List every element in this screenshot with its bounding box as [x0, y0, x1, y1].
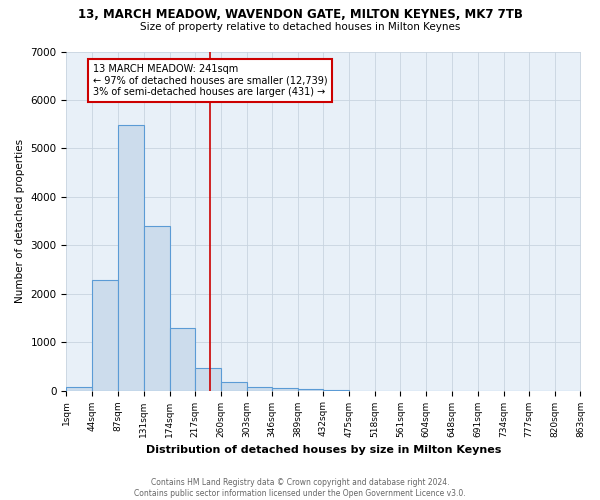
Bar	[247, 386, 272, 390]
Bar	[221, 382, 247, 390]
Bar	[195, 368, 221, 390]
Bar	[118, 125, 144, 390]
Bar	[144, 226, 170, 390]
Bar	[170, 328, 195, 390]
Bar	[92, 280, 118, 390]
Bar	[272, 388, 298, 390]
Text: 13, MARCH MEADOW, WAVENDON GATE, MILTON KEYNES, MK7 7TB: 13, MARCH MEADOW, WAVENDON GATE, MILTON …	[77, 8, 523, 20]
X-axis label: Distribution of detached houses by size in Milton Keynes: Distribution of detached houses by size …	[146, 445, 501, 455]
Bar	[67, 387, 92, 390]
Text: 13 MARCH MEADOW: 241sqm
← 97% of detached houses are smaller (12,739)
3% of semi: 13 MARCH MEADOW: 241sqm ← 97% of detache…	[92, 64, 327, 97]
Y-axis label: Number of detached properties: Number of detached properties	[15, 139, 25, 303]
Text: Size of property relative to detached houses in Milton Keynes: Size of property relative to detached ho…	[140, 22, 460, 32]
Text: Contains HM Land Registry data © Crown copyright and database right 2024.
Contai: Contains HM Land Registry data © Crown c…	[134, 478, 466, 498]
Bar	[298, 389, 323, 390]
